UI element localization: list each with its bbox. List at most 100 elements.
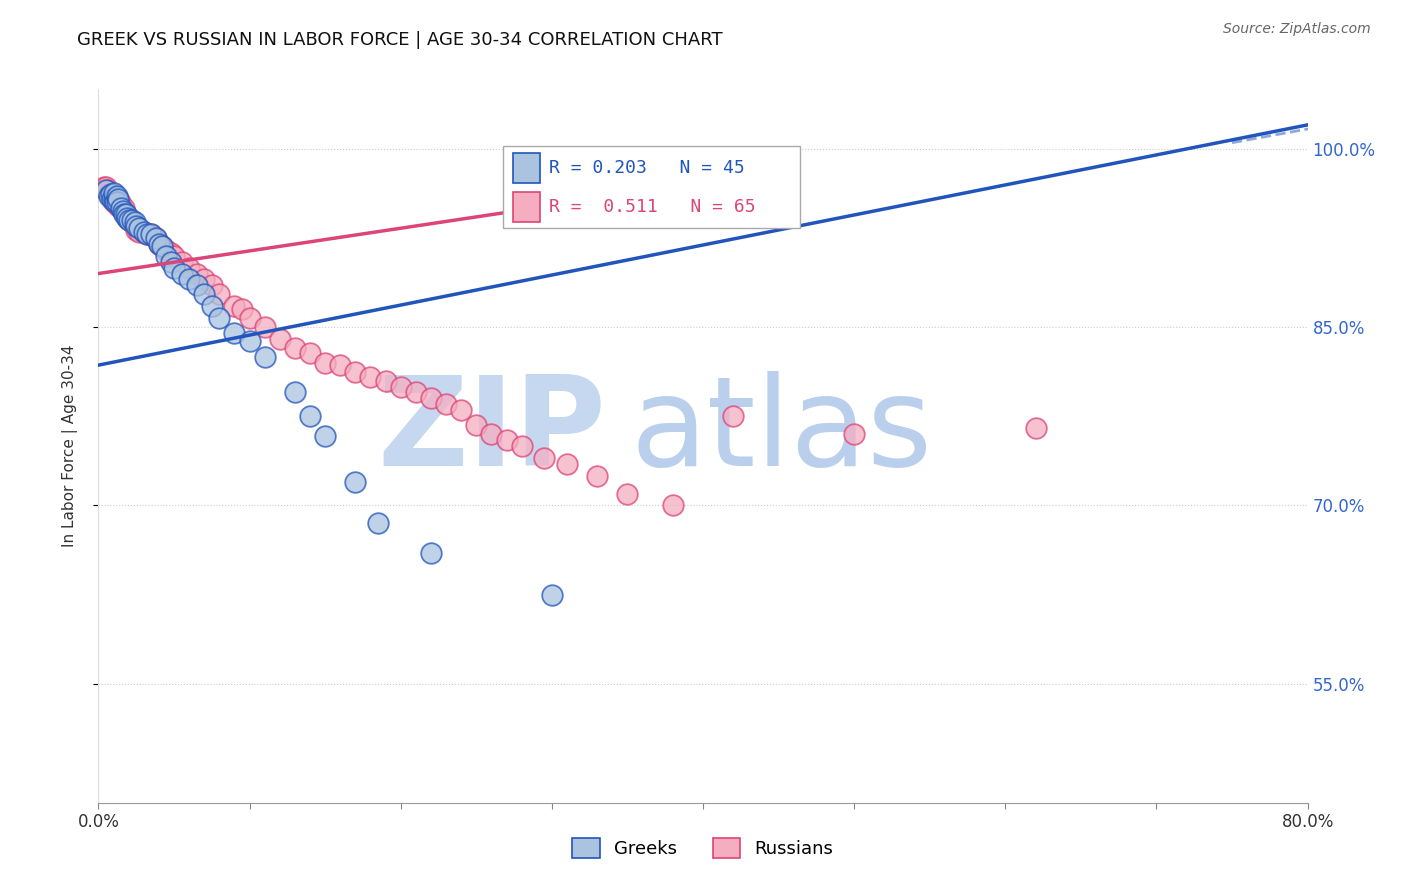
Point [586, 468, 609, 483]
Point [495, 433, 517, 447]
Point [111, 203, 134, 218]
Point [533, 450, 555, 465]
Point [299, 409, 322, 424]
Bar [513, 153, 540, 183]
Point [329, 358, 352, 372]
Point [96, 183, 118, 197]
Point [105, 195, 128, 210]
Point [103, 195, 125, 210]
Point [450, 403, 472, 417]
Text: R =  0.511   N = 65: R = 0.511 N = 65 [550, 198, 756, 216]
Text: atlas: atlas [630, 371, 932, 492]
Point [114, 207, 136, 221]
Point [723, 409, 745, 424]
Point [103, 192, 125, 206]
Point [135, 227, 157, 242]
Point [128, 225, 150, 239]
Point [103, 186, 125, 200]
Point [114, 207, 136, 221]
Point [170, 254, 193, 268]
Point [150, 239, 173, 253]
Point [616, 486, 638, 500]
Point [125, 219, 148, 233]
Point [98, 186, 121, 201]
Point [179, 260, 201, 275]
Point [111, 203, 134, 218]
Point [170, 267, 193, 281]
Point [132, 225, 155, 239]
Point [360, 370, 382, 384]
Point [148, 236, 170, 251]
Point [163, 260, 186, 275]
Point [124, 219, 146, 233]
Point [186, 267, 208, 281]
Point [155, 249, 177, 263]
Point [108, 195, 131, 210]
Point [118, 213, 141, 227]
Point [269, 332, 291, 346]
Point [314, 356, 336, 370]
Point [389, 379, 412, 393]
Point [141, 227, 163, 242]
Point [299, 346, 322, 360]
Point [101, 192, 124, 206]
Point [121, 215, 143, 229]
Point [93, 179, 115, 194]
Bar [513, 192, 540, 222]
Point [163, 249, 186, 263]
Point [208, 310, 231, 325]
Point [434, 397, 457, 411]
Point [150, 239, 173, 253]
Point [420, 392, 443, 406]
Point [344, 365, 367, 379]
Point [224, 299, 246, 313]
Point [148, 236, 170, 251]
Point [115, 211, 138, 225]
Point [253, 320, 276, 334]
Point [208, 286, 231, 301]
Point [121, 213, 143, 227]
Point [110, 201, 132, 215]
Point [481, 427, 503, 442]
Point [107, 192, 129, 206]
Point [124, 215, 146, 229]
Point [101, 192, 124, 206]
Point [155, 243, 177, 257]
Point [186, 278, 208, 293]
Point [105, 189, 128, 203]
Point [160, 246, 183, 260]
Point [145, 231, 167, 245]
Point [253, 350, 276, 364]
Point [284, 385, 307, 400]
Point [420, 546, 443, 560]
Point [844, 427, 866, 442]
Point [201, 278, 224, 293]
Point [141, 227, 163, 242]
Text: ZIP: ZIP [378, 371, 606, 492]
Point [193, 272, 215, 286]
Point [125, 222, 148, 236]
Text: Source: ZipAtlas.com: Source: ZipAtlas.com [1223, 22, 1371, 37]
Point [661, 499, 683, 513]
Point [160, 254, 183, 268]
Point [100, 189, 122, 203]
Point [540, 588, 562, 602]
Point [179, 272, 201, 286]
Legend: Greeks, Russians: Greeks, Russians [565, 830, 841, 865]
Point [374, 374, 396, 388]
Point [100, 186, 122, 201]
Point [193, 286, 215, 301]
Point [367, 516, 389, 531]
Point [112, 207, 135, 221]
Point [555, 457, 578, 471]
Point [145, 231, 167, 245]
Point [1024, 421, 1046, 435]
Point [231, 302, 253, 317]
Point [224, 326, 246, 340]
Text: GREEK VS RUSSIAN IN LABOR FORCE | AGE 30-34 CORRELATION CHART: GREEK VS RUSSIAN IN LABOR FORCE | AGE 30… [77, 31, 723, 49]
Point [115, 211, 138, 225]
Point [118, 213, 141, 227]
Point [128, 221, 150, 235]
Point [284, 342, 307, 356]
Point [405, 385, 427, 400]
